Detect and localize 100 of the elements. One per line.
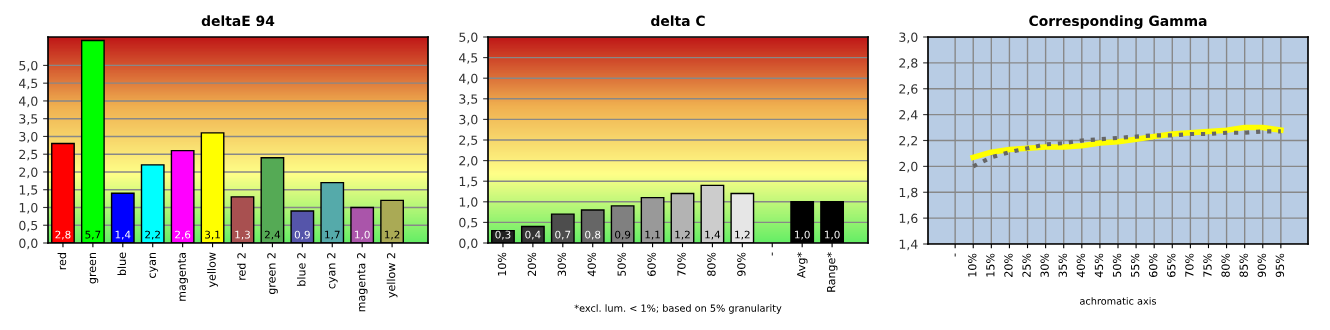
x-tick-label: -: [954, 253, 956, 257]
y-tick-label: 4,0: [459, 73, 478, 85]
y-tick-label: 2,5: [459, 135, 478, 147]
x-tick-label: 30%: [1040, 253, 1049, 277]
data-label: 1,4: [705, 230, 721, 240]
y-tick-label: 4,5: [19, 78, 38, 90]
y-tick-label: 1,5: [459, 176, 478, 188]
y-tick-label: 2,0: [459, 156, 478, 167]
x-tick-label: blue 2: [296, 253, 306, 286]
x-tick-label: 60%: [647, 252, 656, 276]
chart-title: delta C: [651, 15, 705, 27]
x-tick-label: 80%: [707, 252, 716, 276]
x-tick-label: red: [57, 253, 67, 270]
y-tick-label: 5,0: [459, 32, 478, 44]
x-tick-label: 35%: [1058, 253, 1067, 277]
x-tick-label: 10%: [968, 253, 977, 277]
data-label: 1,3: [235, 230, 250, 240]
text: *excl. lum. < 1%; based on 5% granularity: [574, 304, 782, 314]
y-tick-label: 1,0: [19, 202, 38, 214]
x-tick-label: 25%: [1022, 253, 1031, 277]
y-tick-label: 1,6: [899, 213, 918, 225]
data-label: 1,2: [735, 230, 750, 240]
y-tick-label: 1,0: [459, 197, 478, 208]
x-tick-label: cyan 2: [327, 253, 338, 289]
x-tick-label: 50%: [617, 252, 626, 276]
x-tick-label: 85%: [1239, 253, 1248, 277]
x-tick-label: 40%: [587, 252, 596, 277]
y-tick-label: 0,5: [459, 217, 478, 229]
x-tick-label: 95%: [1275, 253, 1285, 278]
y-tick-label: 3,5: [19, 114, 38, 125]
x-tick-label: magenta 2: [356, 253, 368, 312]
y-tick-label: 3,0: [19, 131, 38, 143]
data-label: 0,3: [495, 230, 511, 240]
y-tick-label: 2,4: [899, 110, 918, 121]
y-tick-label: 1,5: [19, 185, 38, 196]
line-series: [971, 129, 1283, 169]
x-tick-label: 75%: [1203, 253, 1212, 277]
data-label: 1,4: [115, 230, 131, 240]
data-label: 2,6: [175, 230, 191, 240]
data-label: 1,1: [645, 230, 660, 240]
x-tick-label: magenta: [177, 253, 189, 301]
data-label: 0,9: [615, 230, 631, 240]
data-label: 0,4: [525, 230, 541, 240]
data-label: 5,7: [85, 230, 101, 240]
x-tick-label: red 2: [237, 253, 246, 280]
y-tick-label: 1,8: [899, 187, 918, 199]
data-label: 1,0: [795, 230, 810, 240]
x-tick-label: 90%: [737, 252, 746, 277]
chart-title: deltaE 94: [201, 15, 275, 27]
y-tick-label: 3,0: [899, 32, 918, 44]
data-label: 0,9: [294, 230, 310, 240]
x-tick-label: blue: [117, 252, 127, 276]
x-tick-label: 70%: [1185, 253, 1194, 277]
x-tick-label: cyan: [149, 252, 159, 278]
x-tick-label: 90%: [1257, 253, 1266, 278]
y-tick-label: 4,0: [19, 96, 38, 108]
x-tick-label: 20%: [1004, 253, 1013, 277]
x-tick-label: 60%: [1149, 253, 1158, 277]
y-tick-label: 5,0: [19, 60, 38, 72]
x-tick-label: 15%: [986, 253, 995, 277]
data-label: 0,7: [555, 230, 571, 240]
x-tick-label: green 2: [267, 253, 278, 295]
x-tick-label: 10%: [497, 252, 507, 276]
x-tick-label: 70%: [677, 252, 686, 276]
y-tick-label: 0,5: [19, 220, 38, 232]
y-tick-label: 2,2: [899, 135, 918, 147]
x-tick-label: Range*: [826, 252, 838, 292]
x-tick-label: 55%: [1130, 253, 1140, 277]
x-tick-label: 20%: [527, 252, 537, 276]
x-tick-label: 30%: [557, 252, 567, 276]
x-tick-label: 65%: [1167, 253, 1176, 277]
y-tick-label: 3,5: [459, 94, 478, 105]
data-label: 1,0: [824, 230, 840, 240]
y-tick-label: 1,4: [899, 239, 918, 251]
data-label: 1,7: [325, 230, 340, 240]
y-tick-label: 0,0: [19, 238, 38, 250]
data-label: 0,8: [585, 230, 601, 240]
y-tick-label: 2,5: [19, 149, 38, 161]
data-label: 2,2: [145, 230, 160, 240]
data-label: 1,2: [675, 230, 690, 240]
data-label: 2,8: [55, 230, 71, 240]
y-tick-label: 4,5: [459, 53, 478, 64]
y-tick-label: 0,0: [459, 238, 478, 250]
x-tick-label: green: [89, 252, 99, 284]
x-tick-label: Avg*: [796, 252, 808, 279]
chart-title: Corresponding Gamma: [1029, 15, 1207, 29]
x-tick-label: yellow 2: [386, 253, 398, 298]
data-label: 2,4: [264, 230, 281, 240]
y-tick-label: 2,0: [19, 167, 38, 179]
data-label: 1,0: [355, 230, 370, 240]
data-label: 3,1: [205, 230, 220, 240]
x-tick-label: 45%: [1094, 253, 1104, 278]
y-tick-label: 2,8: [899, 58, 918, 70]
y-tick-label: 3,0: [459, 114, 478, 126]
x-tick-label: 40%: [1076, 253, 1086, 278]
x-tick-label: 50%: [1112, 253, 1122, 277]
x-tick-label: -: [771, 252, 773, 256]
x-tick-label: 80%: [1221, 253, 1230, 277]
y-tick-label: 2,6: [899, 84, 918, 95]
data-label: 1,2: [384, 230, 400, 240]
